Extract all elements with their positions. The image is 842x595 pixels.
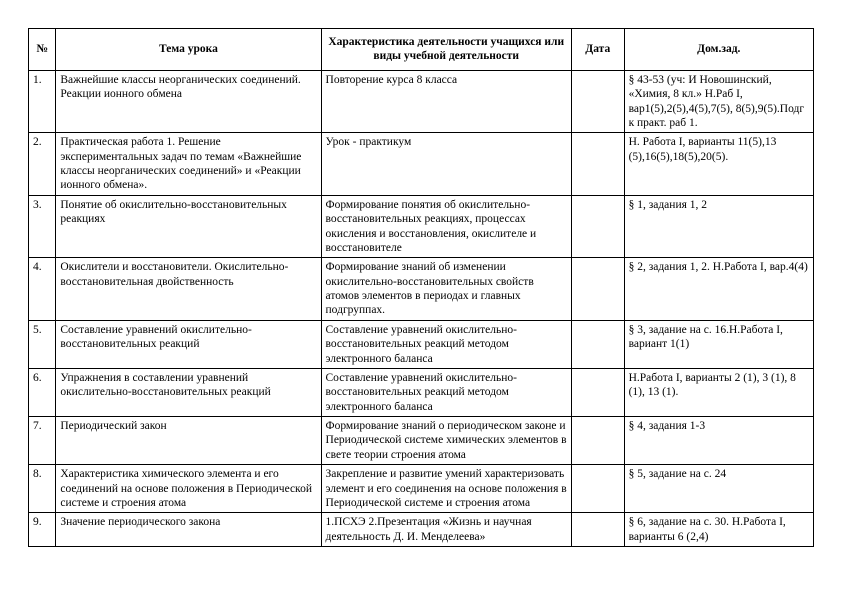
cell-date (571, 70, 624, 133)
cell-homework: § 4, задания 1-3 (624, 417, 813, 465)
cell-characteristic: Формирование знаний о периодическом зако… (321, 417, 571, 465)
cell-num: 6. (29, 368, 56, 416)
table-row: 4.Окислители и восстановители. Окислител… (29, 258, 814, 321)
cell-topic: Практическая работа 1. Решение экспериме… (56, 133, 321, 196)
header-homework: Дом.зад. (624, 29, 813, 71)
table-row: 6.Упражнения в составлении уравнений оки… (29, 368, 814, 416)
cell-topic: Окислители и восстановители. Окислительн… (56, 258, 321, 321)
table-header-row: № Тема урока Характеристика деятельности… (29, 29, 814, 71)
cell-homework: § 6, задание на с. 30. Н.Работа I, вариа… (624, 513, 813, 547)
cell-characteristic: Формирование знаний об изменении окислит… (321, 258, 571, 321)
header-date: Дата (571, 29, 624, 71)
header-characteristic: Характеристика деятельности учащихся или… (321, 29, 571, 71)
header-topic: Тема урока (56, 29, 321, 71)
cell-num: 4. (29, 258, 56, 321)
table-row: 5.Составление уравнений окислительно-вос… (29, 320, 814, 368)
cell-num: 9. (29, 513, 56, 547)
cell-characteristic: Составление уравнений окислительно-восст… (321, 320, 571, 368)
table-row: 9.Значение периодического закона1.ПСХЭ 2… (29, 513, 814, 547)
cell-topic: Понятие об окислительно-восстановительны… (56, 195, 321, 258)
table-body: 1.Важнейшие классы неорганических соедин… (29, 70, 814, 546)
cell-num: 2. (29, 133, 56, 196)
cell-homework: § 2, задания 1, 2. Н.Работа I, вар.4(4) (624, 258, 813, 321)
cell-num: 3. (29, 195, 56, 258)
cell-homework: Н. Работа I, варианты 11(5),13 (5),16(5)… (624, 133, 813, 196)
table-row: 7.Периодический законФормирование знаний… (29, 417, 814, 465)
cell-topic: Составление уравнений окислительно-восст… (56, 320, 321, 368)
header-num: № (29, 29, 56, 71)
cell-date (571, 195, 624, 258)
cell-date (571, 465, 624, 513)
cell-date (571, 320, 624, 368)
cell-date (571, 417, 624, 465)
cell-topic: Упражнения в составлении уравнений окисл… (56, 368, 321, 416)
table-row: 2.Практическая работа 1. Решение экспери… (29, 133, 814, 196)
cell-topic: Важнейшие классы неорганических соединен… (56, 70, 321, 133)
cell-homework: § 3, задание на с. 16.Н.Работа I, вариан… (624, 320, 813, 368)
cell-homework: Н.Работа I, варианты 2 (1), 3 (1), 8 (1)… (624, 368, 813, 416)
cell-homework: § 5, задание на с. 24 (624, 465, 813, 513)
cell-num: 7. (29, 417, 56, 465)
cell-num: 8. (29, 465, 56, 513)
cell-topic: Характеристика химического элемента и ег… (56, 465, 321, 513)
cell-num: 5. (29, 320, 56, 368)
lesson-plan-table: № Тема урока Характеристика деятельности… (28, 28, 814, 547)
cell-characteristic: Урок - практикум (321, 133, 571, 196)
table-row: 1.Важнейшие классы неорганических соедин… (29, 70, 814, 133)
cell-date (571, 513, 624, 547)
table-row: 8.Характеристика химического элемента и … (29, 465, 814, 513)
table-row: 3.Понятие об окислительно-восстановитель… (29, 195, 814, 258)
cell-homework: § 1, задания 1, 2 (624, 195, 813, 258)
cell-characteristic: Закрепление и развитие умений характериз… (321, 465, 571, 513)
cell-date (571, 133, 624, 196)
cell-date (571, 368, 624, 416)
cell-homework: § 43-53 (уч: И Новошинский, «Химия, 8 кл… (624, 70, 813, 133)
cell-characteristic: Формирование понятия об окислительно-вос… (321, 195, 571, 258)
cell-topic: Периодический закон (56, 417, 321, 465)
cell-topic: Значение периодического закона (56, 513, 321, 547)
cell-num: 1. (29, 70, 56, 133)
cell-characteristic: 1.ПСХЭ 2.Презентация «Жизнь и научная де… (321, 513, 571, 547)
cell-characteristic: Составление уравнений окислительно-восст… (321, 368, 571, 416)
cell-characteristic: Повторение курса 8 класса (321, 70, 571, 133)
cell-date (571, 258, 624, 321)
